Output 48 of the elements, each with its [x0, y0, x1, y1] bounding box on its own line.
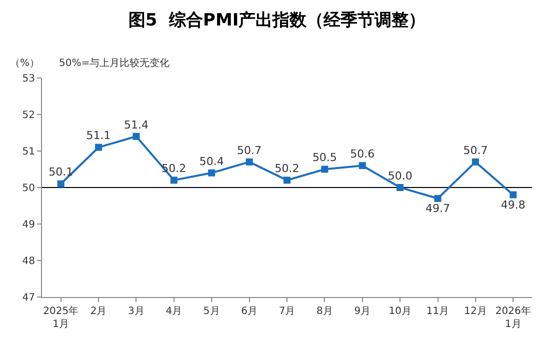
x-tick-label: 6月	[241, 306, 258, 317]
x-tick-label: 5月	[203, 306, 220, 317]
chart-subtitle: 50%=与上月比较无变化	[59, 57, 170, 69]
x-tick-label: 7月	[278, 306, 296, 317]
x-tick-label: 8月	[316, 306, 333, 317]
point	[132, 132, 140, 140]
data-label: 51.4	[124, 118, 148, 132]
data-label: 50.2	[274, 162, 300, 176]
y-tick-label: 47	[22, 292, 35, 304]
point	[246, 158, 253, 166]
point	[396, 184, 404, 191]
point	[472, 158, 479, 166]
y-tick-label: 51	[22, 146, 35, 158]
x-tick-label: 9月	[354, 306, 371, 317]
data-label: 50.4	[199, 154, 224, 168]
y-tick-label: 50	[22, 183, 35, 194]
x-tick-label: 2月	[90, 306, 107, 317]
data-label: 50.7	[237, 144, 262, 157]
data-label: 50.7	[463, 144, 488, 157]
point	[95, 144, 102, 151]
y-tick-label: 52	[22, 110, 35, 121]
point	[284, 176, 290, 184]
y-tick-label: 53	[22, 74, 35, 84]
data-label: 50.5	[312, 151, 337, 164]
data-label: 51.1	[86, 129, 111, 142]
point	[510, 191, 517, 198]
data-label: 50.1	[48, 166, 74, 179]
x-tick-label: 3月	[128, 306, 144, 317]
x-tick-label: 12月	[464, 306, 487, 317]
point	[57, 180, 64, 188]
x-tick-label: 10月	[388, 306, 412, 317]
data-label: 50.6	[350, 147, 375, 160]
point	[358, 162, 366, 170]
y-axis-title: （%）	[10, 58, 40, 69]
y-tick-label: 49	[22, 220, 35, 230]
x-tick-label: 4月	[166, 306, 182, 317]
point	[208, 169, 216, 176]
x-tick-label: 2025年 1月	[43, 305, 79, 330]
point	[170, 176, 178, 184]
x-tick-label: 2026年 1月	[495, 305, 531, 330]
data-label: 49.8	[500, 198, 526, 212]
point	[321, 166, 328, 173]
point	[434, 194, 442, 202]
data-label: 49.7	[426, 202, 450, 216]
chart-title: 图5 综合PMI产出指数（经季节调整）	[128, 10, 426, 31]
x-tick-label: 11月	[426, 306, 450, 317]
y-tick-label: 48	[22, 256, 35, 267]
data-label: 50.0	[388, 169, 412, 182]
